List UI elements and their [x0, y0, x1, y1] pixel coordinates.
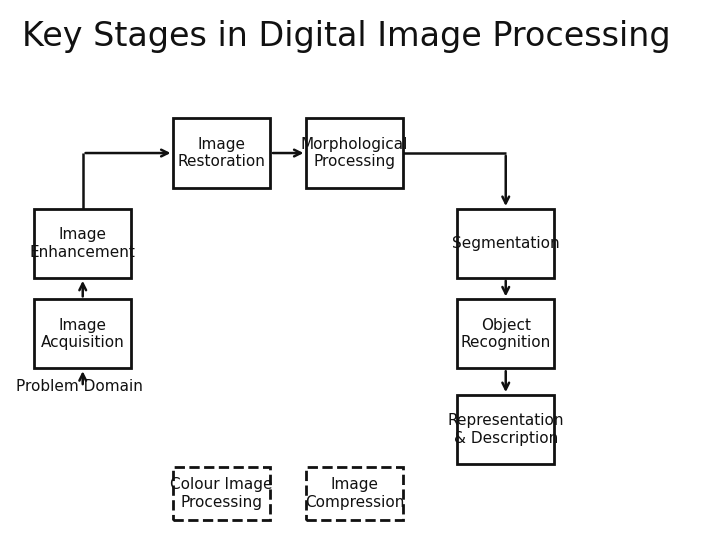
Bar	[306, 118, 403, 187]
Text: Key Stages in Digital Image Processing: Key Stages in Digital Image Processing	[22, 19, 671, 52]
Text: Image
Compression: Image Compression	[305, 477, 405, 510]
Text: Colour Image
Processing: Colour Image Processing	[171, 477, 273, 510]
Text: Morphological
Processing: Morphological Processing	[301, 137, 408, 169]
Bar	[457, 299, 554, 368]
Bar	[35, 209, 131, 278]
Bar	[457, 209, 554, 278]
Bar	[35, 299, 131, 368]
Bar	[174, 118, 270, 187]
Text: Image
Acquisition: Image Acquisition	[41, 318, 125, 350]
Text: Image
Enhancement: Image Enhancement	[30, 227, 135, 260]
Bar	[306, 467, 403, 520]
Text: Problem Domain: Problem Domain	[17, 380, 143, 394]
Bar	[457, 395, 554, 464]
Bar	[174, 467, 270, 520]
Text: Segmentation: Segmentation	[452, 236, 559, 251]
Text: Representation
& Description: Representation & Description	[448, 413, 564, 446]
Text: Object
Recognition: Object Recognition	[461, 318, 551, 350]
Text: Image
Restoration: Image Restoration	[178, 137, 266, 169]
